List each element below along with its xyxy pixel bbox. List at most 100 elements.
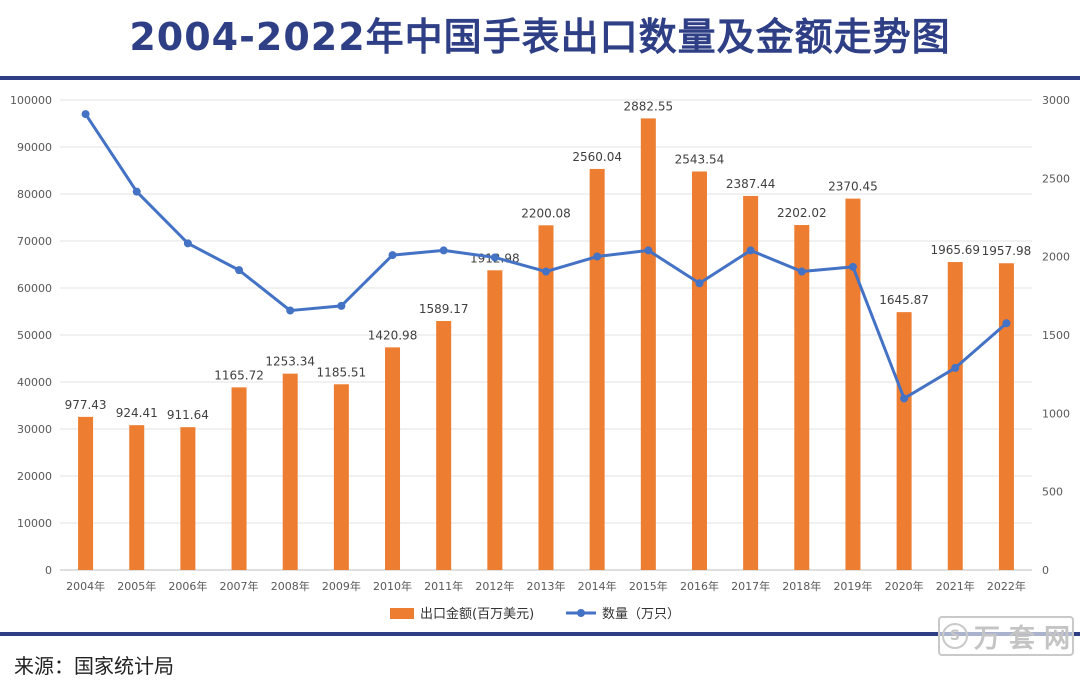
x-axis-tick-label: 2015年 (629, 579, 668, 593)
right-axis-tick-label: 3000 (1042, 94, 1070, 107)
bar-data-label: 1965.69 (930, 243, 980, 257)
x-axis-tick-label: 2019年 (833, 579, 872, 593)
left-axis-tick-label: 50000 (17, 329, 52, 342)
bar-data-label: 1420.98 (368, 328, 418, 342)
bar-data-label: 2543.54 (675, 153, 725, 167)
legend-line-marker (577, 609, 585, 617)
x-axis-tick-label: 2009年 (322, 579, 361, 593)
line-point (286, 306, 295, 315)
chart-title: 2004-2022年中国手表出口数量及金额走势图 (129, 15, 951, 59)
bar (896, 312, 912, 570)
left-axis-tick-label: 10000 (17, 517, 52, 530)
x-axis-tick-label: 2021年 (936, 579, 975, 593)
line-point (132, 187, 141, 196)
bar (998, 263, 1014, 570)
bar (129, 425, 145, 570)
bar (845, 198, 861, 570)
x-axis-tick-label: 2012年 (475, 579, 514, 593)
right-axis-tick-label: 2500 (1042, 172, 1070, 185)
bar (333, 384, 349, 570)
watermark-logo-icon: S (941, 623, 968, 649)
line-point (797, 267, 806, 276)
chart: 0 10000 20000 30000 40000 50000 60000 70000 8000… (10, 94, 1070, 622)
watermark-text: 万 套 网 (973, 623, 1071, 654)
line-point (542, 267, 550, 276)
line-point (388, 251, 397, 260)
bar-data-label: 2560.04 (572, 150, 622, 164)
bar-data-label: 911.64 (167, 408, 209, 422)
left-axis-tick-label: 20000 (17, 470, 52, 483)
bar (538, 225, 554, 570)
x-axis-tick-label: 2011年 (424, 579, 463, 593)
bar-data-label: 1645.87 (879, 293, 929, 307)
right-axis-tick-label: 1500 (1042, 329, 1070, 342)
line-point (1002, 319, 1011, 328)
bar (794, 225, 810, 571)
bar-data-label: 2370.45 (828, 180, 878, 194)
bar (385, 347, 401, 570)
watermark: S 万 套 网 (938, 616, 1074, 656)
bar (487, 270, 503, 570)
bar (947, 262, 963, 570)
bottom-divider (0, 632, 1080, 636)
line-point (183, 239, 192, 248)
bar-data-label: 924.41 (116, 406, 158, 420)
bar-data-label: 1589.17 (419, 302, 469, 316)
bar-data-label: 977.43 (65, 398, 107, 412)
bar (78, 416, 94, 570)
line-point (695, 279, 704, 288)
left-axis-tick-label: 90000 (17, 141, 52, 154)
title-divider (0, 76, 1080, 80)
bar-data-label: 1185.51 (317, 365, 367, 379)
x-axis-tick-label: 2018年 (782, 579, 821, 593)
line-point (900, 394, 909, 403)
legend-label: 数量（万只） (602, 607, 680, 622)
legend-label: 出口金额(百万美元) (420, 606, 534, 622)
right-axis-tick-label: 2000 (1042, 251, 1070, 264)
x-axis-tick-label: 2022年 (987, 579, 1026, 593)
bar (743, 195, 759, 570)
line-point (235, 266, 244, 275)
bar-data-label: 1253.34 (265, 355, 315, 369)
bar (282, 373, 298, 570)
x-axis-tick-label: 2020年 (885, 579, 924, 593)
left-axis-tick-label: 100000 (10, 94, 52, 107)
x-axis-tick-label: 2010年 (373, 579, 412, 593)
legend-bar-swatch (390, 608, 414, 619)
bar (231, 387, 247, 570)
bar-data-label: 2882.55 (624, 99, 674, 113)
bar-data-label: 1165.72 (214, 368, 264, 382)
bar-data-label: 2200.08 (521, 206, 571, 220)
line-point (746, 246, 755, 255)
line-point (951, 363, 960, 372)
left-axis-tick-label: 0 (45, 564, 52, 577)
line-point (81, 110, 90, 119)
bar (180, 427, 196, 570)
line-point (337, 301, 346, 310)
right-axis-tick-label: 500 (1042, 486, 1063, 499)
bar (436, 321, 452, 570)
line-point (644, 246, 653, 255)
x-axis-tick-label: 2008年 (271, 579, 310, 593)
left-axis-tick-label: 40000 (17, 376, 52, 389)
bar (640, 118, 656, 570)
bar-data-label: 2202.02 (777, 206, 827, 220)
line-point (848, 262, 857, 271)
x-axis-tick-label: 2014年 (578, 579, 617, 593)
line-point (439, 246, 448, 255)
bar (589, 168, 605, 570)
x-axis-tick-label: 2017年 (731, 579, 770, 593)
bar (691, 171, 707, 570)
bar-data-label: 2387.44 (726, 177, 776, 191)
line-point (490, 253, 499, 262)
x-axis-tick-label: 2007年 (220, 579, 259, 593)
left-axis-tick-label: 30000 (17, 423, 52, 436)
x-axis-tick-label: 2004年 (66, 579, 105, 593)
left-axis-tick-label: 80000 (17, 188, 52, 201)
left-axis-tick-label: 70000 (17, 235, 52, 248)
line-point (593, 252, 602, 261)
x-axis-tick-label: 2013年 (527, 579, 566, 593)
left-axis-tick-label: 60000 (17, 282, 52, 295)
right-axis-tick-label: 1000 (1042, 407, 1070, 420)
source-note: 来源：国家统计局 (14, 654, 174, 678)
